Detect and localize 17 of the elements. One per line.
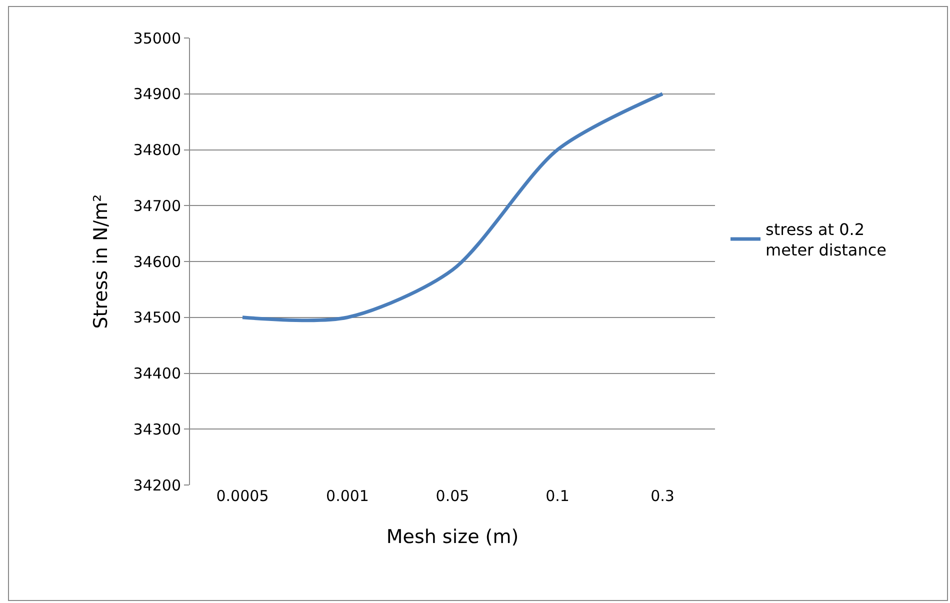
y-tick-label: 34600 — [133, 252, 181, 271]
x-axis-title: Mesh size (m) — [386, 526, 519, 548]
x-tick-label: 0.1 — [546, 487, 570, 505]
y-tick-label: 34400 — [133, 364, 181, 382]
y-tick-label: 34200 — [133, 476, 181, 494]
y-tick-label: 34800 — [133, 141, 181, 159]
x-tick-label: 0.3 — [650, 487, 674, 505]
y-tick-label: 34700 — [133, 196, 181, 215]
y-axis-title: Stress in N/m² — [90, 194, 112, 329]
x-tick-label: 0.0005 — [216, 487, 269, 505]
y-tick-label: 34300 — [133, 420, 181, 438]
legend-label: stress at 0.2 meter distance — [766, 220, 887, 260]
x-tick-label: 0.05 — [436, 487, 470, 505]
y-tick-label: 34900 — [133, 85, 181, 104]
x-tick-label: 0.001 — [326, 487, 369, 505]
y-tick-label: 34500 — [133, 308, 181, 327]
y-tick-label: 35000 — [133, 29, 181, 48]
